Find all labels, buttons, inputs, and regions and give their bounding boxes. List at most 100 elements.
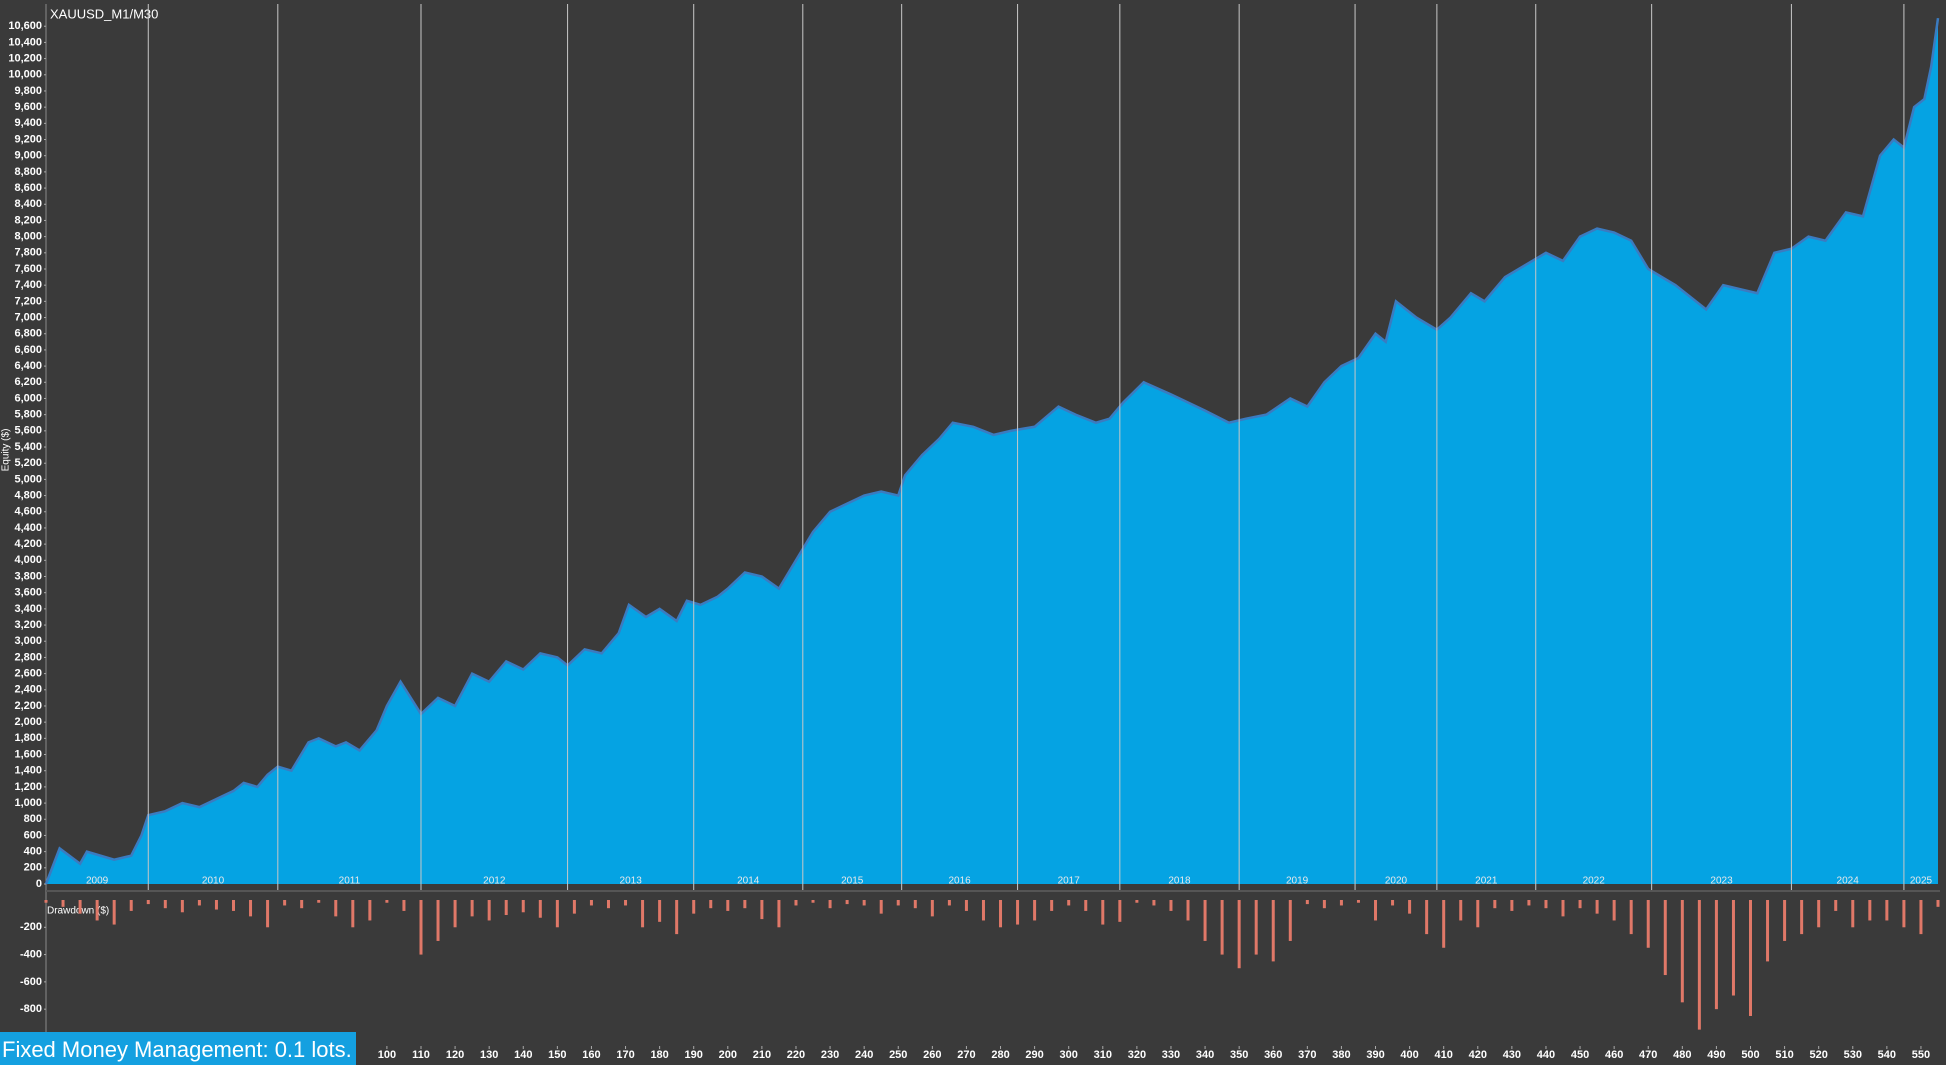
- y-tick-label: 600: [24, 829, 42, 841]
- drawdown-bar: [811, 900, 815, 903]
- drawdown-bar: [112, 900, 116, 925]
- y-tick-label: 5,800: [14, 409, 42, 421]
- year-label: 2020: [1385, 876, 1408, 887]
- drawdown-bar: [1271, 900, 1275, 962]
- drawdown-bar: [1084, 900, 1088, 911]
- y-tick-label: 6,000: [14, 392, 42, 404]
- drawdown-bar: [1766, 900, 1770, 962]
- drawdown-bar: [1510, 900, 1514, 911]
- y-tick-label: 7,200: [14, 295, 42, 307]
- y-tick-label: 4,400: [14, 522, 42, 534]
- y-tick-label: 400: [24, 846, 42, 858]
- drawdown-bar: [521, 900, 525, 913]
- x-tick-label: 530: [1844, 1049, 1862, 1061]
- drawdown-bar: [1749, 900, 1753, 1016]
- drawdown-bar: [1612, 900, 1616, 921]
- x-tick-label: 300: [1060, 1049, 1078, 1061]
- drawdown-bar: [317, 900, 321, 903]
- drawdown-bar: [828, 900, 832, 909]
- equity-fill: [46, 18, 1938, 885]
- x-tick-label: 360: [1264, 1049, 1282, 1061]
- drawdown-bar: [1305, 900, 1309, 905]
- y-tick-label: 7,400: [14, 279, 42, 291]
- drawdown-bar: [606, 900, 610, 909]
- drawdown-bar: [1783, 900, 1787, 941]
- y-tick-label: 4,800: [14, 489, 42, 501]
- x-tick-label: 540: [1878, 1049, 1896, 1061]
- drawdown-bar: [930, 900, 934, 917]
- x-tick-label: 370: [1298, 1049, 1316, 1061]
- drawdown-bar: [78, 900, 82, 914]
- drawdown-bar: [1254, 900, 1258, 955]
- x-tick-label: 140: [514, 1049, 532, 1061]
- drawdown-bar: [1731, 900, 1735, 996]
- y-tick-label: 9,800: [14, 85, 42, 97]
- drawdown-bar: [1408, 900, 1412, 914]
- drawdown-bar: [1237, 900, 1241, 969]
- drawdown-bar: [249, 900, 253, 917]
- y-tick-label: 5,600: [14, 425, 42, 437]
- y-tick-label: 9,400: [14, 117, 42, 129]
- y-tick-label: 8,200: [14, 214, 42, 226]
- drawdown-bar: [487, 900, 491, 921]
- x-tick-label: 440: [1537, 1049, 1555, 1061]
- drawdown-title: Drawdown ($): [47, 906, 109, 917]
- x-tick-label: 210: [753, 1049, 771, 1061]
- y-tick-label: 4,000: [14, 554, 42, 566]
- y-tick-label: -800: [20, 1003, 42, 1015]
- year-label: 2023: [1710, 876, 1733, 887]
- drawdown-bar: [743, 900, 747, 909]
- drawdown-bar: [1493, 900, 1497, 909]
- drawdown-bar: [368, 900, 372, 921]
- drawdown-bar: [1561, 900, 1565, 917]
- drawdown-bar: [266, 900, 270, 928]
- y-tick-label: 5,000: [14, 473, 42, 485]
- drawdown-bar: [453, 900, 457, 928]
- drawdown-bar: [1902, 900, 1906, 928]
- annotation-box: [0, 1032, 356, 1065]
- drawdown-bar: [129, 900, 133, 911]
- drawdown-bar: [1374, 900, 1378, 921]
- drawdown-bar: [1714, 900, 1718, 1010]
- x-tick-label: 150: [548, 1049, 566, 1061]
- x-tick-label: 250: [889, 1049, 907, 1061]
- drawdown-bar: [1425, 900, 1429, 935]
- drawdown-bar: [1919, 900, 1923, 935]
- drawdown-bar: [419, 900, 423, 955]
- drawdown-bar: [1885, 900, 1889, 921]
- drawdown-bar: [794, 900, 798, 906]
- y-tick-label: 8,600: [14, 182, 42, 194]
- y-tick-label: 2,400: [14, 684, 42, 696]
- drawdown-bar: [385, 900, 389, 903]
- y-tick-label: 2,600: [14, 668, 42, 680]
- x-tick-label: 460: [1605, 1049, 1623, 1061]
- x-tick-label: 420: [1469, 1049, 1487, 1061]
- drawdown-bar: [658, 900, 662, 922]
- x-tick-label: 510: [1775, 1049, 1793, 1061]
- x-tick-label: 260: [923, 1049, 941, 1061]
- x-tick-label: 430: [1503, 1049, 1521, 1061]
- y-tick-label: 0: [36, 878, 42, 890]
- drawdown-bar: [913, 900, 917, 909]
- drawdown-bar: [1152, 900, 1156, 906]
- x-tick-label: 200: [719, 1049, 737, 1061]
- drawdown-bar: [436, 900, 440, 941]
- y-tick-label: 5,400: [14, 441, 42, 453]
- drawdown-bar: [1527, 900, 1531, 906]
- drawdown-bar: [1544, 900, 1548, 909]
- drawdown-bar: [726, 900, 730, 911]
- drawdown-bar: [1203, 900, 1207, 941]
- y-tick-label: 3,800: [14, 570, 42, 582]
- drawdown-bar: [1033, 900, 1037, 921]
- drawdown-bar: [1101, 900, 1105, 925]
- y-tick-label: -600: [20, 976, 42, 988]
- drawdown-bar: [879, 900, 883, 914]
- y-tick-label: 3,000: [14, 635, 42, 647]
- x-tick-label: 330: [1162, 1049, 1180, 1061]
- drawdown-bar: [1016, 900, 1020, 925]
- drawdown-bar: [1459, 900, 1463, 921]
- x-tick-label: 120: [446, 1049, 464, 1061]
- drawdown-bar: [1322, 900, 1326, 909]
- year-label: 2017: [1058, 876, 1081, 887]
